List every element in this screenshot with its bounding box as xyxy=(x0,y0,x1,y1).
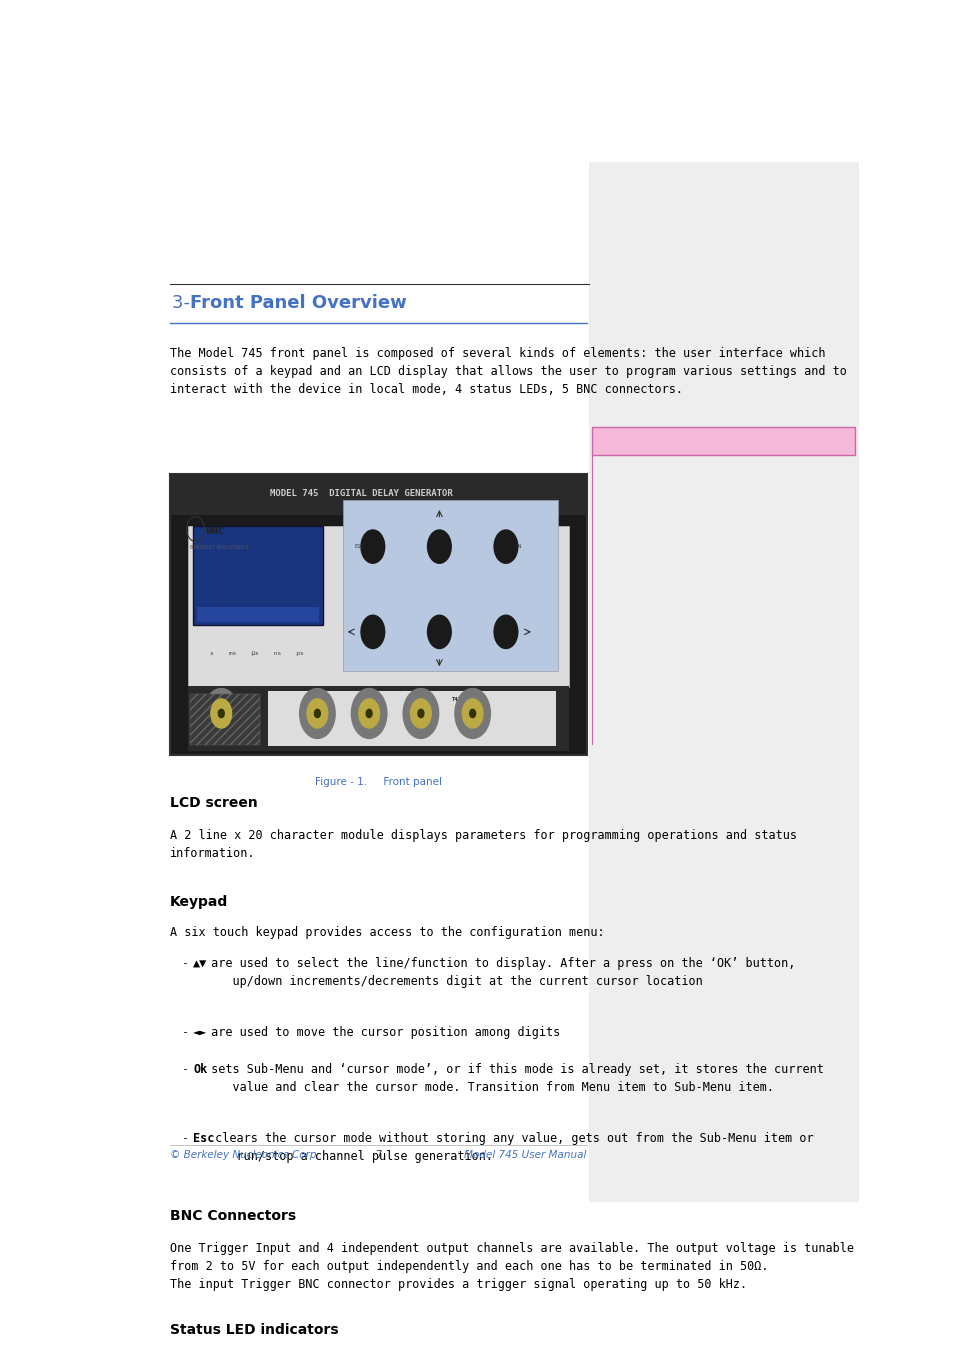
Text: A 2 line x 20 character module displays parameters for programming operations an: A 2 line x 20 character module displays … xyxy=(170,829,796,860)
Text: TRIG IN: TRIG IN xyxy=(213,698,236,702)
Circle shape xyxy=(351,688,387,738)
Circle shape xyxy=(203,688,239,738)
Bar xyxy=(170,474,587,516)
Circle shape xyxy=(366,709,372,718)
Bar xyxy=(592,427,854,455)
Circle shape xyxy=(314,709,320,718)
Circle shape xyxy=(427,531,451,563)
Text: T3: T3 xyxy=(408,698,415,702)
Circle shape xyxy=(427,616,451,648)
Circle shape xyxy=(218,709,224,718)
Text: ON: ON xyxy=(515,544,521,549)
Circle shape xyxy=(360,531,384,563)
Circle shape xyxy=(211,699,232,728)
Bar xyxy=(193,526,322,625)
Circle shape xyxy=(462,699,482,728)
Text: -: - xyxy=(182,957,189,971)
Circle shape xyxy=(360,616,384,648)
Text: Status LED indicators: Status LED indicators xyxy=(170,1323,337,1336)
Circle shape xyxy=(494,616,517,648)
Text: Front Panel Overview: Front Panel Overview xyxy=(190,294,407,312)
Bar xyxy=(190,694,260,745)
Text: -: - xyxy=(182,1026,189,1038)
Text: ◄►: ◄► xyxy=(193,1026,207,1038)
Circle shape xyxy=(299,688,335,738)
Text: MODEL 745  DIGITAL DELAY GENERATOR: MODEL 745 DIGITAL DELAY GENERATOR xyxy=(270,490,453,498)
Text: BNC: BNC xyxy=(205,526,224,536)
Circle shape xyxy=(410,699,431,728)
Text: Model 745 User Manual: Model 745 User Manual xyxy=(464,1150,586,1160)
Text: A six touch keypad provides access to the configuration menu:: A six touch keypad provides access to th… xyxy=(170,926,603,940)
Circle shape xyxy=(455,688,490,738)
Text: s    ms    μs    ns    ps: s ms μs ns ps xyxy=(210,651,303,656)
Circle shape xyxy=(469,709,476,718)
Circle shape xyxy=(307,699,328,728)
Text: ▲▼: ▲▼ xyxy=(193,957,207,971)
Text: T2: T2 xyxy=(366,698,372,702)
Text: sets Sub-Menu and ‘cursor mode’, or if this mode is already set, it stores the c: sets Sub-Menu and ‘cursor mode’, or if t… xyxy=(203,1064,822,1095)
Text: -: - xyxy=(182,1131,189,1145)
Text: LCD screen: LCD screen xyxy=(170,796,257,810)
Text: One Trigger Input and 4 independent output channels are available. The output vo: One Trigger Input and 4 independent outp… xyxy=(170,1242,853,1291)
Bar xyxy=(588,162,858,1202)
Text: Keypad: Keypad xyxy=(170,895,228,909)
Text: BERKELEY NUCLEONICS: BERKELEY NUCLEONICS xyxy=(190,544,249,549)
Bar xyxy=(343,500,558,671)
Text: are used to select the line/function to display. After a press on the ‘OK’ butto: are used to select the line/function to … xyxy=(203,957,794,988)
Bar xyxy=(268,691,556,747)
Text: T4: T4 xyxy=(451,698,457,702)
Text: 7: 7 xyxy=(375,1150,381,1160)
Text: -: - xyxy=(182,1064,189,1076)
Bar xyxy=(170,474,587,755)
Text: T1: T1 xyxy=(323,698,329,702)
Bar xyxy=(196,608,318,622)
Circle shape xyxy=(494,531,517,563)
Text: © Berkeley Nucleonics Corp.: © Berkeley Nucleonics Corp. xyxy=(170,1150,319,1160)
Text: Figure - 1.     Front panel: Figure - 1. Front panel xyxy=(314,778,441,787)
Circle shape xyxy=(417,709,423,718)
Bar xyxy=(188,686,568,752)
Text: The Model 745 front panel is composed of several kinds of elements: the user int: The Model 745 front panel is composed of… xyxy=(170,347,845,396)
Circle shape xyxy=(403,688,438,738)
Text: BNC Connectors: BNC Connectors xyxy=(170,1208,295,1223)
Text: 3-: 3- xyxy=(172,294,196,312)
Bar xyxy=(188,525,568,687)
Text: Ok: Ok xyxy=(193,1064,207,1076)
Text: ESC: ESC xyxy=(354,544,364,549)
Text: clears the cursor mode without storing any value, gets out from the Sub-Menu ite: clears the cursor mode without storing a… xyxy=(208,1131,813,1162)
Text: are used to move the cursor position among digits: are used to move the cursor position amo… xyxy=(203,1026,559,1038)
Circle shape xyxy=(358,699,379,728)
Text: Esc: Esc xyxy=(193,1131,214,1145)
